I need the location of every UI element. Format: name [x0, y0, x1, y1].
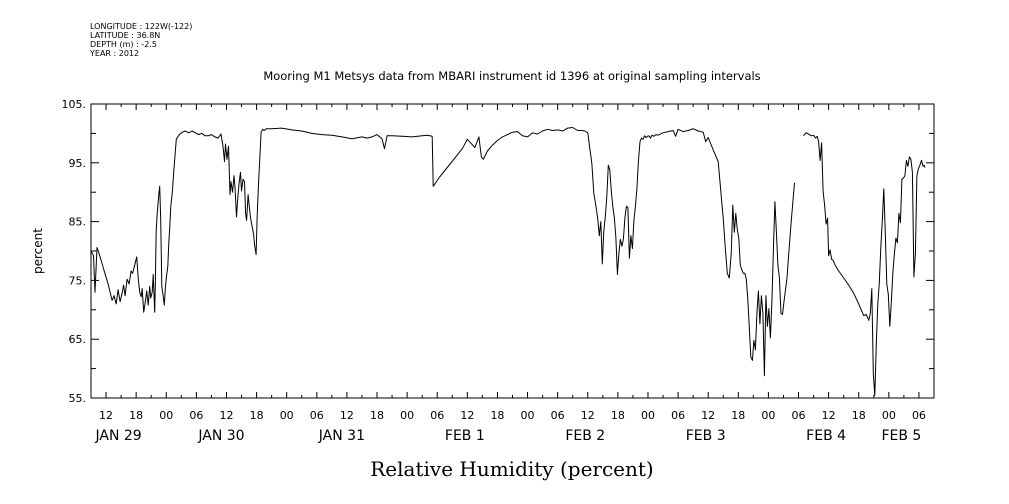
x-hour-tick-label: 06 — [189, 409, 203, 422]
y-axis-title: percent — [31, 228, 45, 274]
x-hour-tick-label: 12 — [460, 409, 474, 422]
x-hour-tick-label: 00 — [400, 409, 414, 422]
x-hour-tick-label: 18 — [129, 409, 143, 422]
x-hour-tick-label: 12 — [340, 409, 354, 422]
x-hour-tick-label: 18 — [731, 409, 745, 422]
x-day-label: JAN 30 — [197, 428, 244, 444]
x-day-label: FEB 4 — [806, 428, 846, 444]
x-day-label: JAN 31 — [318, 428, 365, 444]
x-hour-tick-label: 12 — [822, 409, 836, 422]
x-axis-title: Relative Humidity (percent) — [370, 457, 653, 481]
x-hour-tick-label: 18 — [250, 409, 264, 422]
x-day-label: FEB 5 — [881, 428, 921, 444]
year-label: YEAR : 2012 — [90, 49, 140, 58]
depth-label: DEPTH (m) : -2.5 — [90, 40, 157, 49]
x-hour-tick-label: 06 — [551, 409, 565, 422]
x-hour-tick-label: 00 — [280, 409, 294, 422]
latitude-label: LATITUDE : 36.8N — [90, 31, 161, 40]
y-tick-label: 85. — [69, 216, 87, 229]
x-hour-tick-label: 00 — [159, 409, 173, 422]
x-hour-tick-label: 06 — [912, 409, 926, 422]
x-day-label: FEB 1 — [445, 428, 485, 444]
x-day-label: JAN 29 — [94, 428, 141, 444]
chart-title: Mooring M1 Metsys data from MBARI instru… — [263, 69, 760, 83]
y-tick-label: 95. — [69, 157, 87, 170]
axes-layer: 12 18 00 06 12 18 00 06 12 18 00 06 12 18 00 06 12 18 00 06… — [62, 98, 935, 444]
y-tick-label: 65. — [69, 333, 87, 346]
humidity-line-segment-3 — [803, 132, 926, 397]
x-day-label: FEB 3 — [686, 428, 726, 444]
humidity-line-segment-2 — [431, 127, 795, 377]
x-hour-tick-label: 18 — [852, 409, 866, 422]
x-day-label: FEB 2 — [565, 428, 605, 444]
humidity-line-segment-1 — [90, 127, 433, 313]
x-hour-tick-label: 12 — [581, 409, 595, 422]
x-hour-tick-label: 12 — [99, 409, 113, 422]
y-tick-label: 105. — [62, 98, 87, 111]
x-hour-tick-label: 00 — [761, 409, 775, 422]
y-tick-label: 55. — [69, 392, 87, 405]
x-hour-tick-label: 06 — [430, 409, 444, 422]
x-hour-tick-label: 18 — [370, 409, 384, 422]
series-layer — [90, 127, 926, 397]
x-hour-tick-label: 00 — [882, 409, 896, 422]
x-hour-tick-label: 00 — [521, 409, 535, 422]
x-hour-tick-label: 00 — [641, 409, 655, 422]
longitude-label: LONGITUDE : 122W(-122) — [90, 22, 193, 31]
x-hour-tick-label: 12 — [219, 409, 233, 422]
y-tick-label: 75. — [69, 274, 87, 287]
plot-frame — [90, 103, 935, 399]
x-hour-tick-label: 06 — [671, 409, 685, 422]
x-hour-tick-label: 18 — [611, 409, 625, 422]
x-hour-tick-label: 06 — [792, 409, 806, 422]
x-hour-tick-label: 06 — [310, 409, 324, 422]
x-hour-tick-label: 12 — [701, 409, 715, 422]
x-hour-tick-label: 18 — [490, 409, 504, 422]
